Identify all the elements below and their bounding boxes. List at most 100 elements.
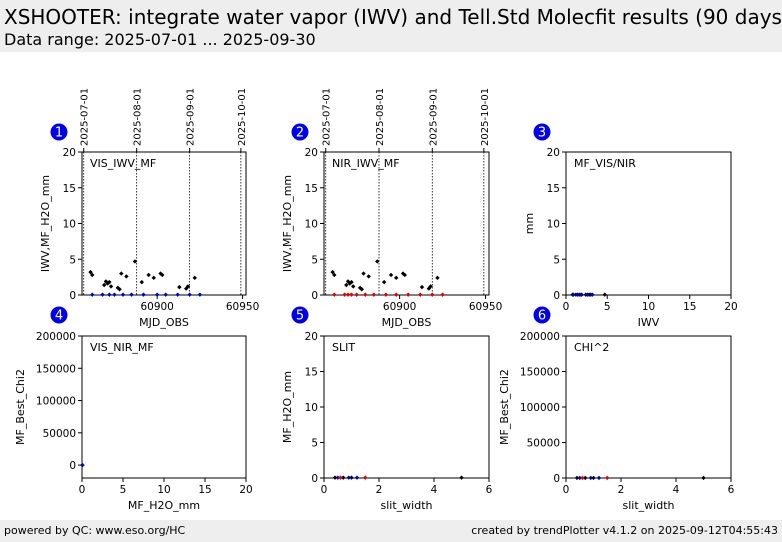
x-axis-label: slit_width xyxy=(381,499,433,512)
data-point xyxy=(393,292,399,297)
x-axis-label: MF_H2O_mm xyxy=(128,499,200,512)
x-tick-label: 5 xyxy=(120,484,127,496)
y-tick-label: 100000 xyxy=(36,396,76,408)
data-point xyxy=(346,475,351,480)
y-axis-label: MF_H2O_mm xyxy=(281,371,294,443)
data-point xyxy=(344,282,349,288)
data-point xyxy=(184,286,189,291)
data-point xyxy=(139,279,144,285)
x-tick-label: 6 xyxy=(486,484,493,496)
date-tick-label: 2025-10-01 xyxy=(480,88,491,146)
data-point xyxy=(585,292,590,297)
x-tick-label: 0 xyxy=(563,484,570,496)
y-tick-label: 5 xyxy=(311,438,318,450)
plot-panel-4: 4 0 5 10 15 20 0 50000 100000 150000 200000 MF_H2O_… xyxy=(14,306,253,512)
y-tick-label: 0 xyxy=(69,290,76,302)
data-point xyxy=(605,475,610,481)
data-point xyxy=(163,292,168,297)
data-point xyxy=(108,284,114,289)
data-point xyxy=(88,269,93,275)
data-point xyxy=(105,281,110,286)
data-point xyxy=(107,292,112,297)
data-point xyxy=(197,292,203,297)
plot-frame xyxy=(323,335,490,479)
date-tick-label: 2025-09-01 xyxy=(428,88,439,146)
y-tick-label: 10 xyxy=(63,219,76,231)
panel-number: 5 xyxy=(296,309,304,324)
plot-panel-1: 1 2025-07-01 2025-08-01 2025-09-01 2025-10-0… xyxy=(39,88,259,329)
date-tick-label: 2025-08-01 xyxy=(375,88,386,146)
x-tick-label: 15 xyxy=(683,301,696,313)
y-tick-label: 5 xyxy=(553,254,560,266)
data-point xyxy=(349,279,354,285)
plot-annotation: MF_VIS/NIR xyxy=(574,157,636,170)
y-tick-label: 50000 xyxy=(527,438,560,450)
plot-frame xyxy=(323,151,490,296)
data-point xyxy=(335,475,340,480)
y-tick-label: 15 xyxy=(305,183,318,195)
footer-created: created by trendPlotter v4.1.2 on 2025-0… xyxy=(471,524,778,537)
data-point xyxy=(354,475,360,480)
y-axis-label: mm xyxy=(523,213,536,234)
data-point xyxy=(347,281,352,286)
panel-number-badge xyxy=(50,123,68,141)
y-tick-label: 10 xyxy=(305,402,318,414)
data-point xyxy=(330,269,335,275)
y-tick-label: 20 xyxy=(547,147,560,159)
x-axis-label: IWV xyxy=(638,316,660,329)
panel-number-badge xyxy=(533,123,551,141)
x-tick-label: 4 xyxy=(673,484,680,496)
data-point xyxy=(349,475,354,480)
panel-number: 6 xyxy=(538,309,546,324)
y-tick-label: 15 xyxy=(305,367,318,379)
x-tick-label: 10 xyxy=(157,484,170,496)
report-title: XSHOOTER: integrate water vapor (IWV) an… xyxy=(4,5,782,29)
x-tick-label: 0 xyxy=(79,484,86,496)
data-point xyxy=(577,475,582,481)
x-tick-label: 60900 xyxy=(383,301,416,313)
x-tick-label: 6 xyxy=(728,484,735,496)
data-point xyxy=(345,292,351,297)
y-tick-label: 5 xyxy=(69,254,76,266)
data-point xyxy=(375,259,380,264)
panel-number-badge xyxy=(533,306,551,324)
date-tick-label: 2025-07-01 xyxy=(322,88,333,146)
data-point xyxy=(112,292,117,297)
y-tick-label: 150000 xyxy=(36,363,76,375)
x-tick-label: 10 xyxy=(642,301,655,313)
y-tick-label: 50000 xyxy=(43,428,76,440)
data-point xyxy=(341,475,346,480)
date-tick-label: 2025-08-01 xyxy=(133,88,144,146)
panel-number: 2 xyxy=(296,126,304,141)
data-point xyxy=(132,259,138,264)
x-tick-label: 5 xyxy=(604,301,611,313)
data-point xyxy=(342,292,347,297)
data-point xyxy=(701,475,706,481)
data-point xyxy=(428,284,433,289)
y-tick-label: 10 xyxy=(305,219,318,231)
plot-panel-5: 5 0 2 4 6 0 5 10 15 20 slit_width MF_H2O_mm SLIT xyxy=(281,306,493,512)
panel-number: 1 xyxy=(55,126,63,141)
data-point xyxy=(363,292,368,297)
data-point xyxy=(583,475,588,481)
x-axis-label: MJD_OBS xyxy=(139,316,189,329)
plot-panel-3: 3 0 5 10 15 20 0 5 10 15 20 IWV mm MF_VIS/NIR xyxy=(523,123,738,329)
y-tick-label: 20 xyxy=(305,147,318,159)
data-point xyxy=(332,292,337,297)
y-tick-label: 0 xyxy=(311,290,318,302)
panel-number: 4 xyxy=(55,309,63,324)
data-point xyxy=(596,475,602,481)
x-tick-label: 0 xyxy=(563,301,570,313)
report-footer: powered by QC: www.eso.org/HC created by… xyxy=(0,520,782,542)
y-tick-label: 20 xyxy=(305,331,318,343)
plot-frame xyxy=(565,151,732,296)
data-point xyxy=(575,292,580,297)
data-point xyxy=(175,292,180,297)
x-axis-label: MJD_OBS xyxy=(382,316,432,329)
data-point xyxy=(90,292,95,297)
y-axis-label: MF_Best_Chi2 xyxy=(498,369,511,445)
y-tick-label: 0 xyxy=(553,473,560,485)
plot-panel-6: 6 0 2 4 6 0 50000 100000 150000 200000 slit_width M… xyxy=(498,306,735,512)
y-tick-label: 0 xyxy=(69,460,76,472)
date-tick-label: 2025-10-01 xyxy=(237,88,248,146)
